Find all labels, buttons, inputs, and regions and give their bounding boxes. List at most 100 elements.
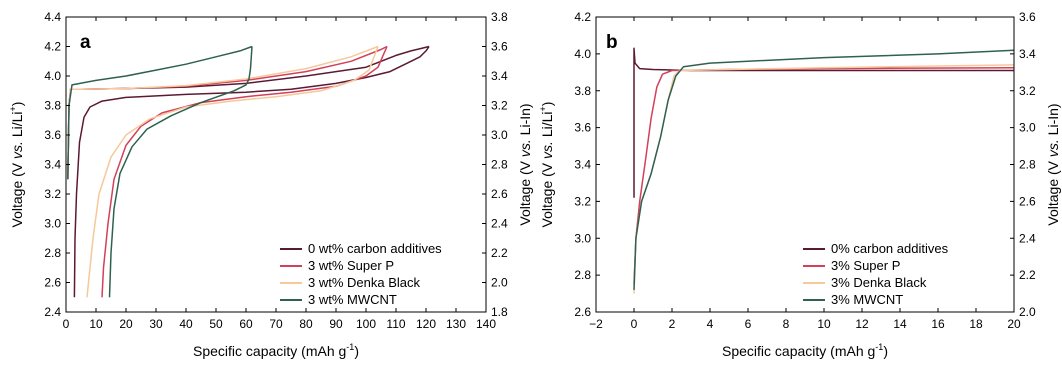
series-1-line bbox=[633, 47, 1014, 198]
y-axis-left: 2.6 2.8 3.0 3.2 3.4 3.6 3.8 4.0 4.2 bbox=[574, 10, 600, 319]
legend-label: 3 wt% Super P bbox=[308, 258, 394, 273]
x-tick-label: 14 bbox=[893, 317, 907, 331]
x-axis-title: Specific capacity (mAh g-1) bbox=[722, 342, 888, 359]
x-tick-label: 60 bbox=[239, 317, 253, 331]
y-right-tick-label: 2.4 bbox=[491, 217, 508, 231]
x-tick-label: 30 bbox=[149, 317, 163, 331]
legend-item: 3% Denka Black bbox=[803, 275, 927, 290]
y-right-tick-label: 3.4 bbox=[491, 69, 508, 83]
x-axis: −2 0 2 4 6 8 10 12 14 16 18 20 bbox=[589, 17, 1021, 331]
legend-item: 3 wt% MWCNT bbox=[280, 292, 397, 307]
curve bbox=[633, 49, 1014, 290]
y-right-tick-label: 3.2 bbox=[1019, 84, 1036, 98]
y-tick-label: 3.6 bbox=[44, 128, 61, 142]
panel-b: −2 0 2 4 6 8 10 12 14 16 18 20 2.6 2.8 3.0 3.2 3.4 3.6 3.8… bbox=[538, 10, 1061, 359]
legend-label: 0 wt% carbon additives bbox=[308, 241, 442, 256]
legend-label: 3% MWCNT bbox=[831, 292, 903, 307]
y-axis-left: 2.4 2.6 2.8 3.0 3.2 3.4 3.6 3.8 4.0 4.2 4.4 bbox=[44, 10, 70, 319]
curve bbox=[633, 64, 1014, 294]
x-tick-label: 140 bbox=[476, 317, 496, 331]
y-tick-label: 4.4 bbox=[44, 10, 61, 24]
y-tick-label: 2.8 bbox=[44, 246, 61, 260]
discharge-curve bbox=[108, 46, 253, 298]
y-tick-label: 3.2 bbox=[44, 187, 61, 201]
legend-label: 3 wt% Denka Black bbox=[308, 275, 420, 290]
y-right-tick-label: 2.6 bbox=[1019, 194, 1036, 208]
legend-item: 0% carbon additives bbox=[803, 241, 949, 256]
y-tick-label: 3.4 bbox=[574, 158, 591, 172]
y-tick-label: 2.4 bbox=[44, 305, 61, 319]
y-tick-label: 3.0 bbox=[574, 231, 591, 245]
y-tick-label: 3.2 bbox=[574, 194, 591, 208]
legend-label: 3% Super P bbox=[831, 258, 900, 273]
discharge-curve bbox=[73, 46, 430, 298]
y-right-axis-title: Voltage (V vs. Li-In) bbox=[517, 103, 533, 225]
x-tick-label: 18 bbox=[969, 317, 983, 331]
y-right-tick-label: 2.8 bbox=[491, 158, 508, 172]
y-tick-label: 3.8 bbox=[44, 99, 61, 113]
x-tick-label: 20 bbox=[119, 317, 133, 331]
x-tick-label: 50 bbox=[209, 317, 223, 331]
x-tick-label: 8 bbox=[783, 317, 790, 331]
legend-item: 3% MWCNT bbox=[803, 292, 903, 307]
legend-item: 3% Super P bbox=[803, 258, 900, 273]
y-right-tick-label: 2.0 bbox=[1019, 305, 1036, 319]
x-tick-label: 0 bbox=[63, 317, 70, 331]
series-4-line bbox=[67, 45, 253, 298]
y-right-tick-label: 3.0 bbox=[491, 128, 508, 142]
x-axis-title: Specific capacity (mAh g-1) bbox=[193, 342, 359, 359]
y-tick-label: 3.6 bbox=[574, 121, 591, 135]
series-2-line bbox=[633, 66, 1014, 285]
curve bbox=[633, 66, 1014, 285]
legend-label: 3% Denka Black bbox=[831, 275, 927, 290]
legend-label: 0% carbon additives bbox=[831, 241, 949, 256]
y-tick-label: 2.6 bbox=[44, 276, 61, 290]
legend-item: 0 wt% carbon additives bbox=[280, 241, 442, 256]
x-tick-label: 0 bbox=[631, 317, 638, 331]
legend-item: 3 wt% Denka Black bbox=[280, 275, 420, 290]
x-tick-label: 130 bbox=[446, 317, 466, 331]
plot-frame bbox=[595, 16, 1015, 313]
legend-item: 3 wt% Super P bbox=[280, 258, 394, 273]
y-tick-label: 4.2 bbox=[574, 10, 591, 24]
y-tick-label: 3.8 bbox=[574, 84, 591, 98]
charge-curve bbox=[67, 45, 253, 180]
curve bbox=[633, 47, 1014, 198]
y-axis-right: 2.0 2.2 2.4 2.6 2.8 3.0 3.2 3.4 3.6 bbox=[1010, 10, 1036, 319]
y-axis-title: Voltage (V vs. Li/Li+) bbox=[8, 102, 25, 228]
x-tick-label: 6 bbox=[745, 317, 752, 331]
x-tick-label: 40 bbox=[179, 317, 193, 331]
y-tick-label: 4.2 bbox=[44, 40, 61, 54]
y-right-tick-label: 1.8 bbox=[491, 305, 508, 319]
y-axis-right: 1.8 2.0 2.2 2.4 2.6 2.8 3.0 3.2 3.4 3.6 3.8 bbox=[482, 10, 508, 319]
y-tick-label: 2.8 bbox=[574, 268, 591, 282]
panel-letter: a bbox=[80, 32, 91, 53]
y-right-tick-label: 2.6 bbox=[491, 187, 508, 201]
x-tick-label: 120 bbox=[416, 317, 436, 331]
discharge-curve bbox=[86, 46, 379, 298]
x-tick-label: 4 bbox=[707, 317, 714, 331]
y-axis-title: Voltage (V vs. Li/Li+) bbox=[538, 102, 555, 228]
y-right-tick-label: 2.2 bbox=[491, 246, 508, 260]
x-tick-label: 12 bbox=[855, 317, 869, 331]
y-right-tick-label: 3.4 bbox=[1019, 47, 1036, 61]
series-3-line bbox=[633, 64, 1014, 294]
y-right-tick-label: 3.6 bbox=[491, 40, 508, 54]
x-tick-label: 2 bbox=[669, 317, 676, 331]
y-right-tick-label: 2.8 bbox=[1019, 158, 1036, 172]
y-right-tick-label: 3.2 bbox=[491, 99, 508, 113]
y-right-tick-label: 3.0 bbox=[1019, 121, 1036, 135]
charge-curve bbox=[67, 45, 388, 180]
legend: 0 wt% carbon additives 3 wt% Super P 3 wt%… bbox=[280, 241, 442, 307]
x-tick-label: −2 bbox=[589, 317, 603, 331]
y-tick-label: 3.0 bbox=[44, 217, 61, 231]
y-tick-label: 4.0 bbox=[44, 69, 61, 83]
legend: 0% carbon additives 3% Super P 3% Denka Bl… bbox=[803, 241, 949, 307]
series-4-line bbox=[633, 49, 1014, 290]
panel-letter: b bbox=[606, 32, 618, 53]
y-tick-label: 3.4 bbox=[44, 158, 61, 172]
y-tick-label: 2.6 bbox=[574, 305, 591, 319]
y-right-tick-label: 2.2 bbox=[1019, 268, 1036, 282]
y-tick-label: 4.0 bbox=[574, 47, 591, 61]
